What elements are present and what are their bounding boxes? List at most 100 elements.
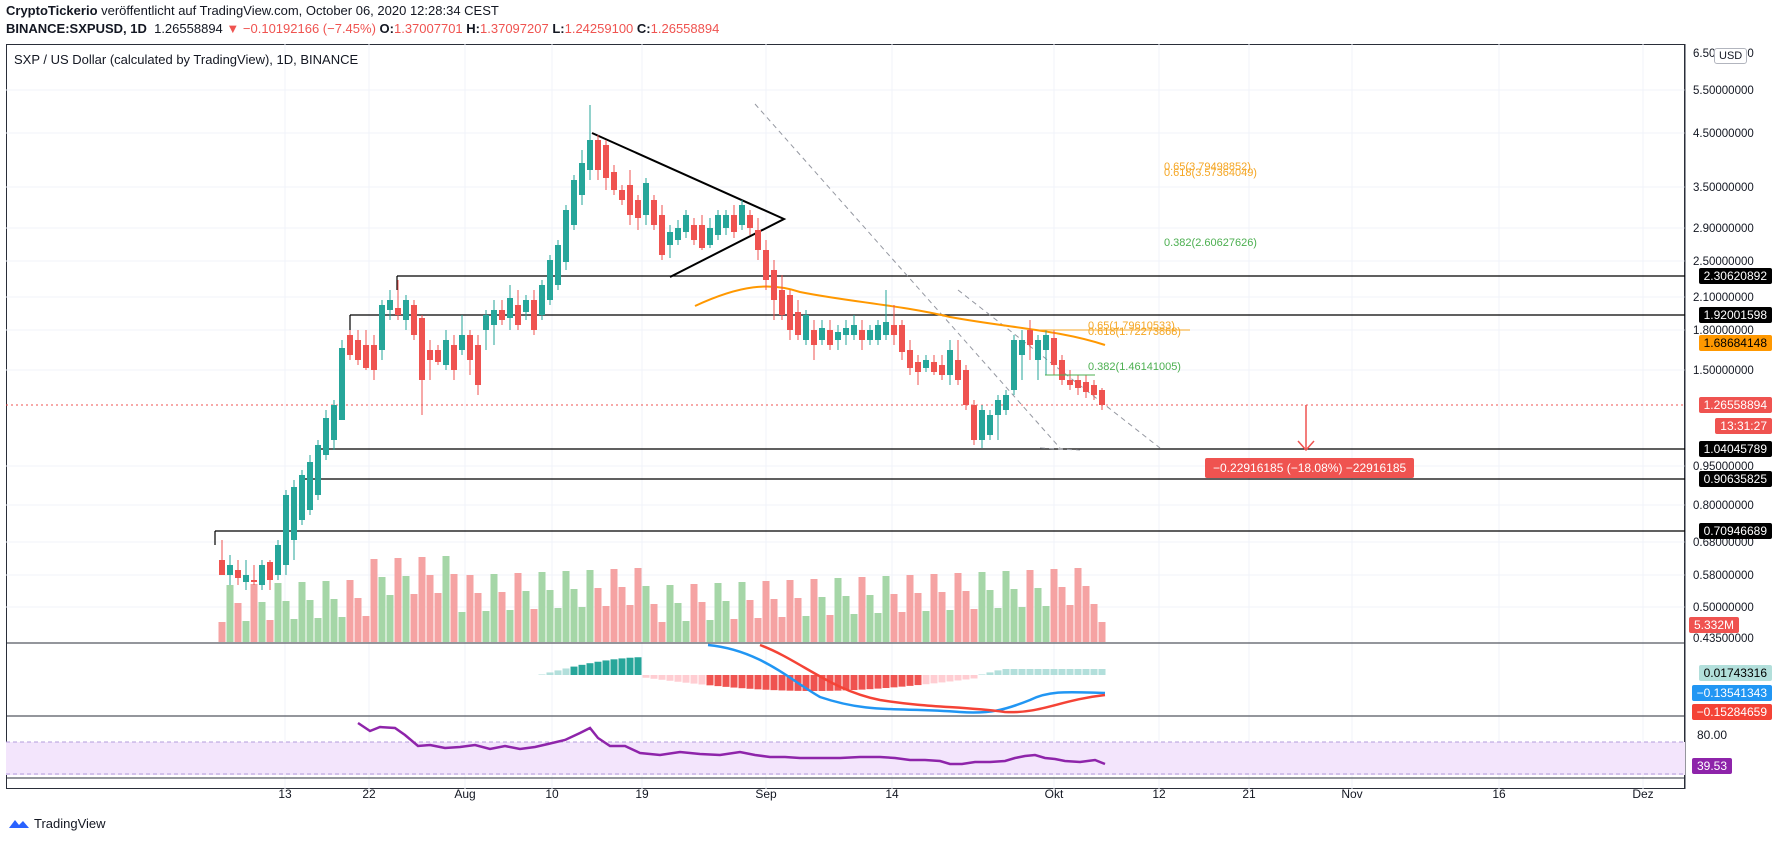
volume-bar — [626, 605, 634, 642]
macd-bar — [914, 675, 922, 686]
volume-bar — [970, 609, 978, 642]
volume-bar — [394, 558, 402, 642]
candle — [491, 300, 497, 345]
volume-bar — [802, 616, 810, 642]
macd-bar — [666, 675, 674, 681]
candle — [315, 440, 321, 500]
close-label: C: — [636, 21, 651, 36]
currency-badge[interactable]: USD — [1714, 48, 1748, 64]
volume-bar — [378, 577, 386, 642]
volume-bar — [386, 595, 394, 642]
candle — [467, 330, 473, 375]
macd-bar — [562, 668, 570, 675]
price-axis-label: 0.50000000 — [1693, 602, 1754, 614]
support-resistance-lines[interactable] — [214, 275, 1685, 545]
candle — [307, 455, 313, 515]
volume-bar — [978, 572, 986, 642]
macd-bar — [1082, 669, 1090, 675]
moving-average-line[interactable] — [694, 285, 1106, 346]
candle — [443, 330, 449, 370]
candle — [779, 275, 785, 320]
volume-bar — [1010, 589, 1018, 642]
candle — [635, 195, 641, 230]
candle — [915, 355, 921, 385]
candle — [1035, 335, 1041, 380]
volume-bar — [634, 568, 642, 642]
candle — [763, 240, 769, 290]
rsi-line[interactable] — [357, 721, 1106, 766]
symbol-legend: SXP / US Dollar (calculated by TradingVi… — [14, 52, 359, 67]
macd-bar — [674, 675, 682, 682]
candle — [427, 340, 433, 380]
volume-bar — [602, 606, 610, 642]
macd-signal-line[interactable] — [759, 643, 1106, 714]
arrow-down-icon — [1297, 440, 1315, 452]
price-axis-label: 2.90000000 — [1693, 223, 1754, 235]
candle — [867, 325, 873, 345]
volume-bar — [770, 599, 778, 642]
macd-histogram — [538, 657, 1106, 691]
candle — [251, 565, 257, 585]
close-value: 1.26558894 — [650, 21, 720, 36]
candle — [587, 105, 593, 180]
macd-bar — [690, 675, 698, 684]
candle — [283, 490, 289, 575]
volume-bar — [1074, 568, 1082, 642]
candle — [379, 300, 385, 360]
macd-line[interactable] — [707, 643, 1106, 714]
down-arrow-icon: ▼ — [226, 21, 240, 36]
candles[interactable] — [219, 105, 1105, 590]
time-axis[interactable]: 13 22 Aug 10 19 Sep 14 Okt 12 21 Nov 16 Dez — [278, 787, 1653, 801]
measure-label[interactable]: −0.22916185 (−18.08%) −22916185 — [1205, 458, 1415, 478]
volume-bar — [658, 622, 666, 642]
volume-bar — [906, 575, 914, 642]
candle — [691, 218, 697, 245]
macd-bar — [818, 675, 826, 691]
macd-bar — [650, 675, 658, 679]
time-axis-label: 21 — [1242, 787, 1256, 801]
price-axis[interactable]: 6.500000005.500000004.500000003.50000000… — [1693, 48, 1754, 645]
candle — [859, 320, 865, 350]
open-label: O: — [379, 21, 394, 36]
volume-bar — [834, 578, 842, 642]
volume-bar — [282, 601, 290, 642]
candle — [907, 340, 913, 375]
volume-bar — [506, 610, 514, 642]
volume-bar — [858, 577, 866, 642]
candle — [395, 280, 401, 320]
volume-bar — [490, 574, 498, 642]
footer-brand[interactable]: TradingView — [8, 816, 106, 831]
macd-bar — [1034, 669, 1042, 675]
grid-lines — [6, 44, 1685, 789]
candle — [235, 560, 241, 585]
macd-bar — [850, 675, 858, 691]
candle — [339, 340, 345, 420]
fib-label-upper-65: 0.65(3.79498852) — [1164, 161, 1251, 173]
fib-label-lower-618: 0.618(1.72273868) — [1088, 326, 1181, 338]
candle — [403, 295, 409, 330]
author-name[interactable]: CryptoTickerio — [6, 3, 98, 18]
trendline-dashed-1[interactable] — [754, 103, 1061, 449]
macd-bar — [570, 666, 578, 675]
volume-bar — [650, 604, 658, 642]
volume-bar — [882, 576, 890, 642]
candle — [627, 170, 633, 225]
volume-bar — [1042, 606, 1050, 642]
volume-bar — [586, 570, 594, 642]
symbol-label: BINANCE:SXPUSD, 1D — [6, 21, 147, 36]
triangle-pattern[interactable] — [591, 132, 787, 278]
candle — [731, 205, 737, 238]
candle — [619, 185, 625, 205]
macd-bar — [682, 675, 690, 683]
volume-bar — [250, 584, 258, 642]
publish-line: CryptoTickerio veröffentlicht auf Tradin… — [6, 2, 719, 20]
trendline-dashed-3 — [1039, 447, 1081, 451]
macd-bar — [618, 658, 626, 675]
candle — [811, 320, 817, 360]
fib-label-upper-382: 0.382(2.60627626) — [1164, 237, 1257, 249]
candle — [771, 260, 777, 320]
macd-bar — [1050, 669, 1058, 675]
tradingview-logo-icon — [9, 819, 29, 828]
price-axis-label: 2.10000000 — [1693, 292, 1754, 304]
